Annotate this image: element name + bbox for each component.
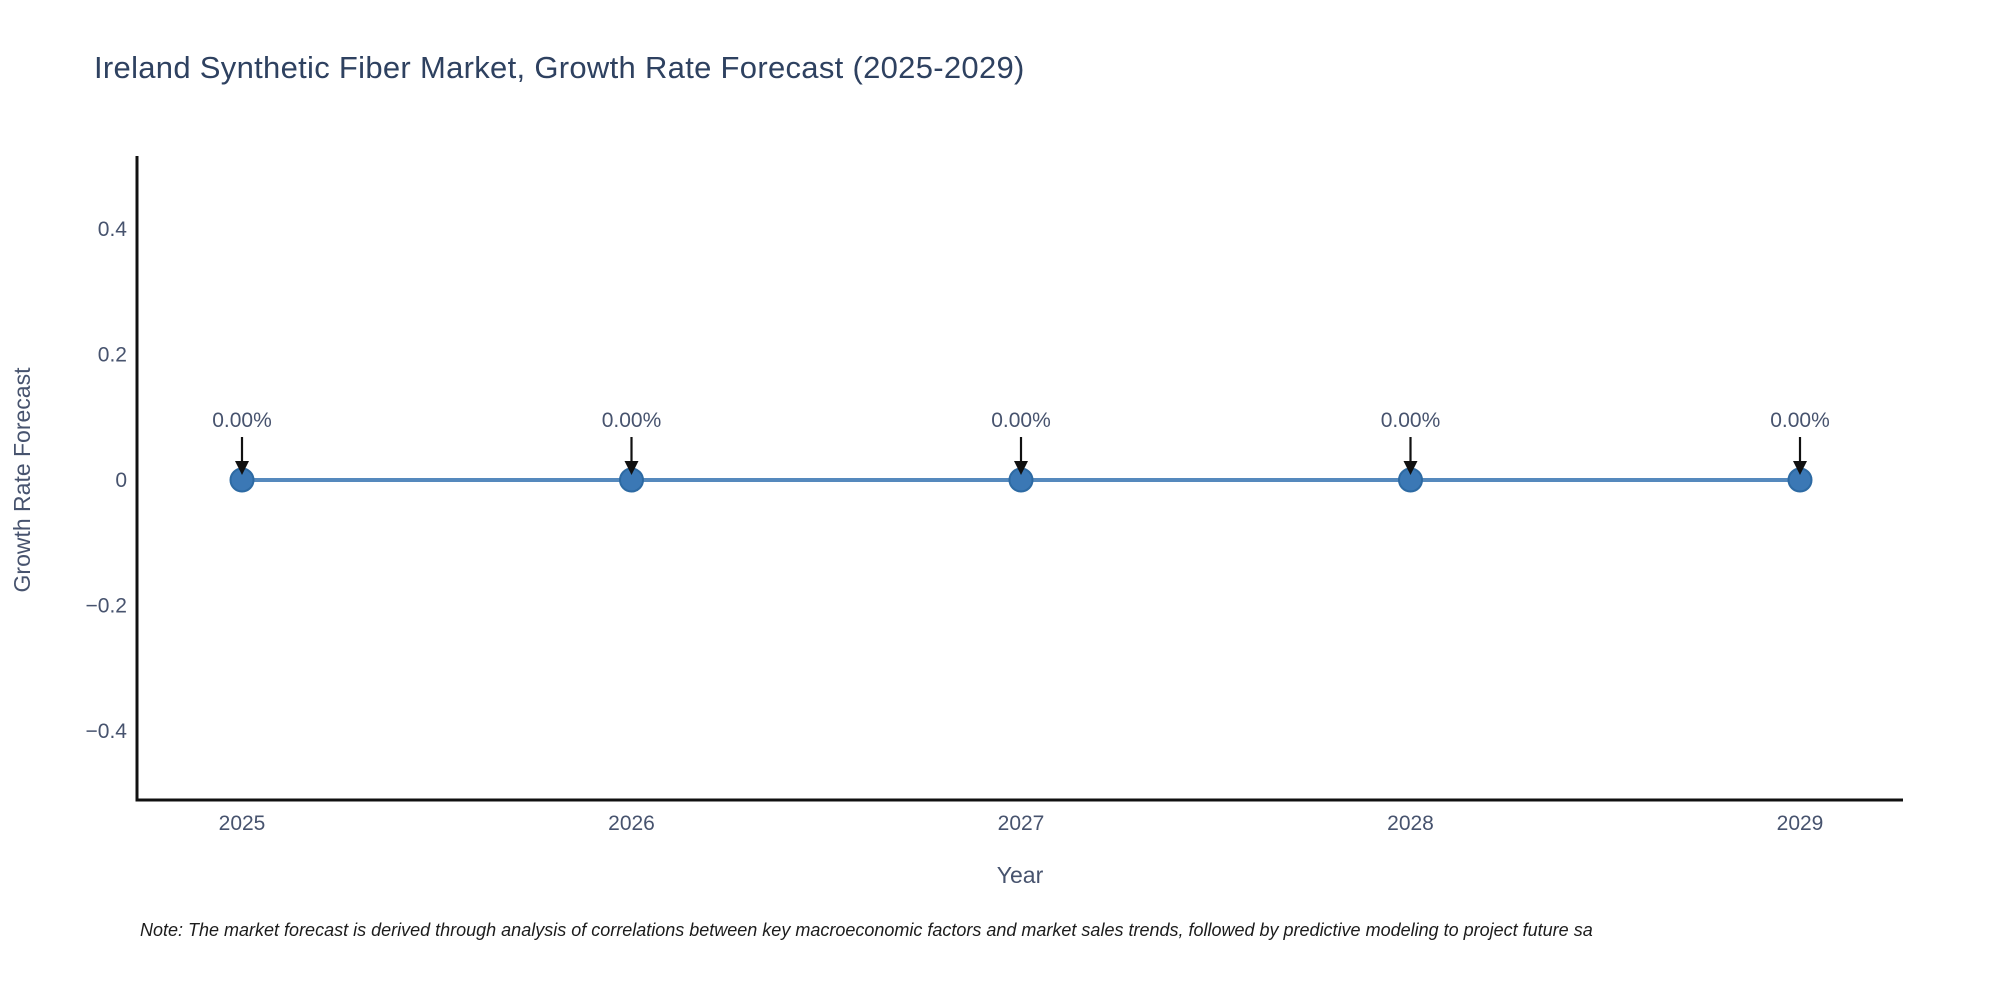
y-axis-title: Growth Rate Forecast: [9, 367, 35, 593]
annotation-arrow-head: [1014, 461, 1028, 475]
annotations: 0.00% 0.00% 0.00% 0.00% 0.00%: [212, 409, 1830, 475]
x-tick-labels: 2025 2026 2027 2028 2029: [219, 812, 1824, 835]
chart-title: Ireland Synthetic Fiber Market, Growth R…: [94, 50, 1025, 85]
x-tick-label: 2027: [998, 812, 1045, 835]
annotation-arrow-head: [1793, 461, 1807, 475]
data-series: [229, 467, 1813, 493]
annotation-arrow-head: [235, 461, 249, 475]
footnote: Note: The market forecast is derived thr…: [140, 920, 1593, 940]
y-tick-labels: 0.4 0.2 0 −0.2 −0.4: [86, 218, 128, 743]
annotation-arrow-head: [1403, 461, 1418, 475]
y-tick-label: −0.2: [86, 595, 127, 618]
x-tick-label: 2028: [1387, 812, 1434, 835]
y-tick-label: 0: [115, 469, 127, 492]
annotation-label: 0.00%: [1381, 409, 1441, 432]
annotation-label: 0.00%: [991, 409, 1051, 432]
annotation-label: 0.00%: [602, 409, 662, 432]
annotation-label: 0.00%: [1770, 409, 1830, 432]
y-tick-label: 0.2: [98, 343, 127, 366]
x-tick-label: 2025: [219, 812, 266, 835]
annotation-label: 0.00%: [212, 409, 272, 432]
x-axis-title: Year: [997, 862, 1044, 888]
x-tick-label: 2026: [608, 812, 655, 835]
x-tick-label: 2029: [1777, 812, 1824, 835]
y-tick-label: −0.4: [86, 720, 128, 743]
annotation-arrow-head: [624, 461, 639, 475]
y-tick-label: 0.4: [98, 218, 128, 241]
